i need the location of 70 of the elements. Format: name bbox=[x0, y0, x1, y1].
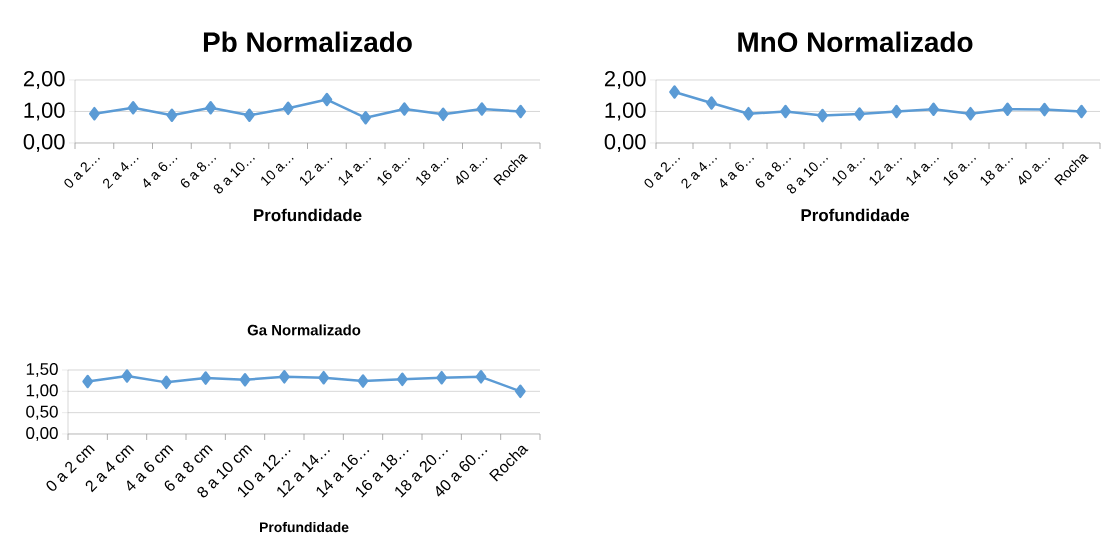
point bbox=[928, 102, 939, 117]
chart-title: Pb Normalizado bbox=[203, 31, 412, 53]
point bbox=[160, 375, 172, 390]
x-tick-label: 0 a 2… bbox=[64, 157, 100, 188]
point bbox=[1039, 102, 1050, 117]
point bbox=[82, 374, 94, 389]
point bbox=[669, 85, 680, 99]
x-tick-label: 40 a… bbox=[456, 157, 488, 185]
point bbox=[743, 106, 754, 121]
x-tick-label: 16 a… bbox=[377, 157, 410, 186]
point bbox=[817, 108, 828, 123]
x-tick-label: 14 a… bbox=[906, 157, 939, 186]
x-tick-label: 0 a 2… bbox=[644, 157, 681, 188]
x-axis-title: Profundidade bbox=[801, 208, 910, 222]
y-tick-label: 0,00 bbox=[604, 133, 646, 153]
x-tick-label: 16 a… bbox=[943, 157, 977, 186]
x-tick-label: 2 a 4… bbox=[681, 157, 718, 189]
y-tick-label: 1,00 bbox=[24, 102, 65, 121]
point bbox=[205, 100, 217, 115]
point bbox=[965, 106, 976, 121]
x-tick-label: 4 a 6… bbox=[720, 157, 755, 188]
point bbox=[200, 371, 212, 385]
point bbox=[357, 374, 369, 388]
point bbox=[475, 370, 487, 384]
x-tick-label: 10 a… bbox=[832, 157, 866, 186]
point bbox=[854, 107, 865, 121]
point bbox=[515, 104, 527, 119]
y-tick-label: 0,00 bbox=[26, 426, 58, 441]
point bbox=[89, 106, 100, 121]
point bbox=[244, 108, 255, 123]
x-tick-label: 40 a… bbox=[1018, 157, 1051, 185]
point bbox=[278, 370, 290, 384]
point bbox=[318, 370, 330, 385]
point bbox=[239, 373, 251, 387]
x-tick-label: 12 a… bbox=[299, 157, 333, 186]
point bbox=[166, 108, 178, 123]
x-tick-label: 12 a… bbox=[869, 157, 903, 186]
point bbox=[514, 384, 526, 399]
point bbox=[706, 96, 717, 110]
y-tick-label: 2,00 bbox=[604, 70, 646, 90]
point bbox=[399, 102, 410, 116]
y-tick-label: 0,00 bbox=[23, 133, 65, 153]
chart-title: Ga Normalizado bbox=[247, 324, 361, 336]
point bbox=[437, 107, 449, 122]
y-tick-label: 1,00 bbox=[605, 102, 646, 121]
point bbox=[1002, 102, 1013, 117]
x-tick-label: 18 a… bbox=[416, 157, 449, 186]
x-tick-label: 14 a… bbox=[338, 157, 372, 186]
point bbox=[891, 104, 902, 119]
point bbox=[436, 370, 448, 385]
point bbox=[127, 100, 139, 115]
point bbox=[476, 102, 488, 116]
y-tick-label: 1,00 bbox=[26, 384, 58, 399]
point bbox=[1076, 104, 1087, 119]
chart-title: MnO Normalizado bbox=[738, 31, 973, 53]
point bbox=[282, 101, 294, 116]
point bbox=[121, 369, 133, 383]
point bbox=[360, 111, 372, 125]
point bbox=[780, 104, 791, 119]
x-tick-label: 4 a 6… bbox=[143, 157, 178, 188]
point bbox=[396, 372, 408, 387]
x-tick-label: 18 a… bbox=[980, 157, 1014, 186]
point bbox=[321, 92, 333, 107]
x-axis-title: Profundidade bbox=[260, 521, 349, 533]
x-axis-title: Profundidade bbox=[254, 208, 362, 222]
x-tick-label: 10 a… bbox=[261, 157, 294, 186]
x-tick-label: 2 a 4… bbox=[103, 157, 139, 189]
y-tick-label: 1,50 bbox=[26, 362, 58, 377]
y-tick-label: 2,00 bbox=[23, 70, 65, 90]
y-tick-label: 0,50 bbox=[26, 405, 58, 420]
